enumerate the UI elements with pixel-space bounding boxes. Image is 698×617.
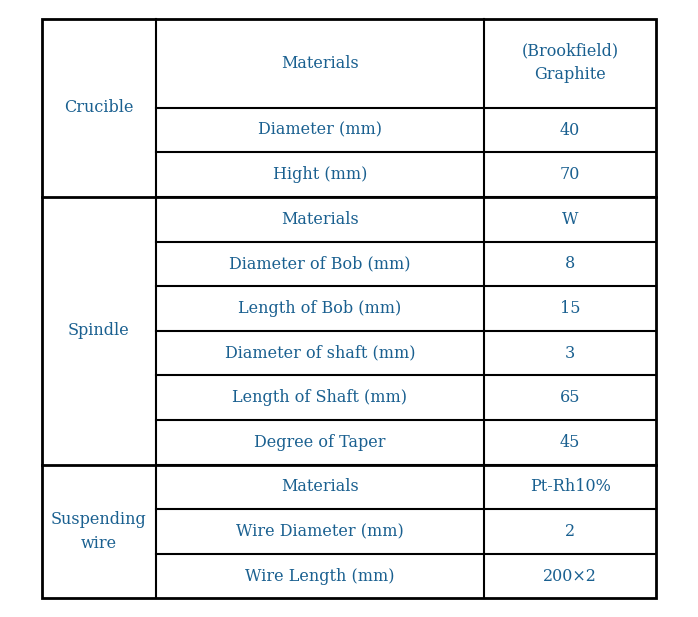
Text: W: W xyxy=(562,211,579,228)
Text: Diameter of Bob (mm): Diameter of Bob (mm) xyxy=(229,255,410,272)
Text: Length of Bob (mm): Length of Bob (mm) xyxy=(238,300,401,317)
Text: 70: 70 xyxy=(560,166,580,183)
Text: 40: 40 xyxy=(560,122,580,139)
Text: Diameter (mm): Diameter (mm) xyxy=(258,122,382,139)
Text: 45: 45 xyxy=(560,434,580,451)
Text: Diameter of shaft (mm): Diameter of shaft (mm) xyxy=(225,345,415,362)
Text: 3: 3 xyxy=(565,345,575,362)
Text: Suspending
wire: Suspending wire xyxy=(51,511,147,552)
Text: 8: 8 xyxy=(565,255,575,272)
Text: Materials: Materials xyxy=(281,478,359,495)
Text: 200×2: 200×2 xyxy=(543,568,597,585)
Text: Hight (mm): Hight (mm) xyxy=(273,166,367,183)
Text: 15: 15 xyxy=(560,300,580,317)
Text: Degree of Taper: Degree of Taper xyxy=(254,434,385,451)
Text: Length of Shaft (mm): Length of Shaft (mm) xyxy=(232,389,408,406)
Text: 2: 2 xyxy=(565,523,575,540)
Text: 65: 65 xyxy=(560,389,580,406)
Text: Wire Diameter (mm): Wire Diameter (mm) xyxy=(236,523,403,540)
Text: Pt-Rh10%: Pt-Rh10% xyxy=(530,478,611,495)
Text: Wire Length (mm): Wire Length (mm) xyxy=(245,568,394,585)
Text: Crucible: Crucible xyxy=(64,99,133,116)
Text: Spindle: Spindle xyxy=(68,322,130,339)
Text: (Brookfield)
Graphite: (Brookfield) Graphite xyxy=(521,43,618,83)
Bar xyxy=(42,19,656,598)
Text: Materials: Materials xyxy=(281,211,359,228)
Text: Materials: Materials xyxy=(281,55,359,72)
